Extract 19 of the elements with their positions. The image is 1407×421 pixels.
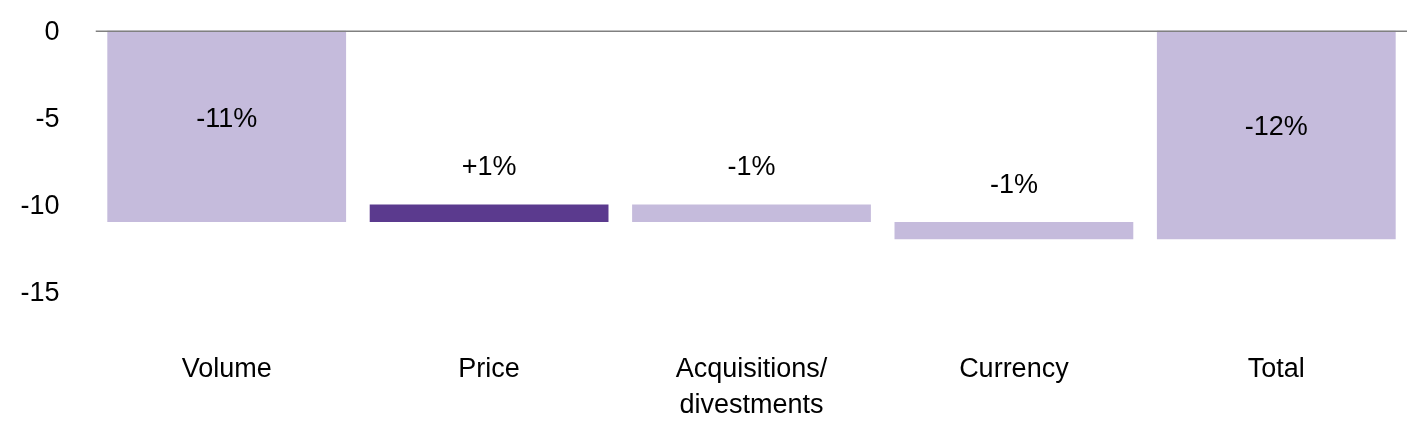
y-tick-label: -10 [20, 190, 60, 220]
y-tick-label: -15 [20, 277, 60, 307]
x-tick-label: Price [458, 352, 520, 383]
bar [632, 204, 871, 222]
bar [107, 30, 347, 222]
x-tick-label: Acquisitions/ divestments [675, 352, 828, 419]
data-label: -1% [989, 168, 1038, 199]
data-label: -12% [1244, 111, 1308, 142]
data-label: -1% [727, 151, 776, 182]
y-tick-label: -5 [35, 103, 60, 133]
x-tick-label: Total [1247, 352, 1305, 383]
data-label: -11% [196, 102, 258, 133]
bar [894, 221, 1134, 240]
data-label: +1% [461, 151, 517, 182]
bar [369, 204, 609, 222]
y-tick-label: 0 [44, 16, 60, 46]
bar [1156, 30, 1396, 240]
x-tick-label: Currency [959, 352, 1070, 383]
x-tick-label: Volume [181, 352, 272, 383]
